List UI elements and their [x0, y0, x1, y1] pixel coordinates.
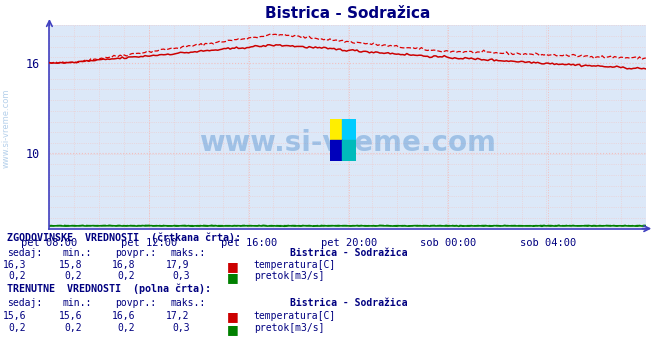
Text: pretok[m3/s]: pretok[m3/s] [254, 271, 324, 281]
Text: min.:: min.: [63, 248, 92, 258]
Text: sedaj:: sedaj: [7, 298, 42, 308]
Text: 0,2: 0,2 [117, 271, 135, 281]
Text: 0,3: 0,3 [172, 323, 190, 333]
Text: 17,9: 17,9 [166, 260, 190, 270]
Text: min.:: min.: [63, 298, 92, 308]
Text: 17,2: 17,2 [166, 311, 190, 321]
Text: ■: ■ [227, 323, 239, 336]
Text: ZGODOVINSKE  VREDNOSTI  (črtkana črta):: ZGODOVINSKE VREDNOSTI (črtkana črta): [7, 233, 241, 243]
Text: 0,2: 0,2 [117, 323, 135, 333]
Title: Bistrica - Sodražica: Bistrica - Sodražica [265, 6, 430, 21]
Text: povpr.:: povpr.: [115, 298, 156, 308]
Text: temperatura[C]: temperatura[C] [254, 260, 336, 270]
Text: www.si-vreme.com: www.si-vreme.com [199, 129, 496, 157]
Text: TRENUTNE  VREDNOSTI  (polna črta):: TRENUTNE VREDNOSTI (polna črta): [7, 283, 211, 294]
Text: ■: ■ [227, 310, 239, 323]
Text: maks.:: maks.: [170, 298, 205, 308]
Text: sedaj:: sedaj: [7, 248, 42, 258]
Text: ■: ■ [227, 260, 239, 273]
Text: 0,2: 0,2 [9, 271, 26, 281]
Text: maks.:: maks.: [170, 248, 205, 258]
Text: 15,6: 15,6 [59, 311, 82, 321]
Text: 15,8: 15,8 [59, 260, 82, 270]
Text: 0,3: 0,3 [172, 271, 190, 281]
Text: 0,2: 0,2 [65, 271, 82, 281]
Text: 16,6: 16,6 [111, 311, 135, 321]
Text: Bistrica - Sodražica: Bistrica - Sodražica [290, 298, 407, 308]
Text: 16,3: 16,3 [3, 260, 26, 270]
Text: 15,6: 15,6 [3, 311, 26, 321]
Text: povpr.:: povpr.: [115, 248, 156, 258]
Text: 16,8: 16,8 [111, 260, 135, 270]
Text: ■: ■ [227, 271, 239, 284]
Text: pretok[m3/s]: pretok[m3/s] [254, 323, 324, 333]
Text: 0,2: 0,2 [9, 323, 26, 333]
Text: www.si-vreme.com: www.si-vreme.com [2, 88, 11, 167]
Text: 0,2: 0,2 [65, 323, 82, 333]
Text: temperatura[C]: temperatura[C] [254, 311, 336, 321]
Text: Bistrica - Sodražica: Bistrica - Sodražica [290, 248, 407, 258]
